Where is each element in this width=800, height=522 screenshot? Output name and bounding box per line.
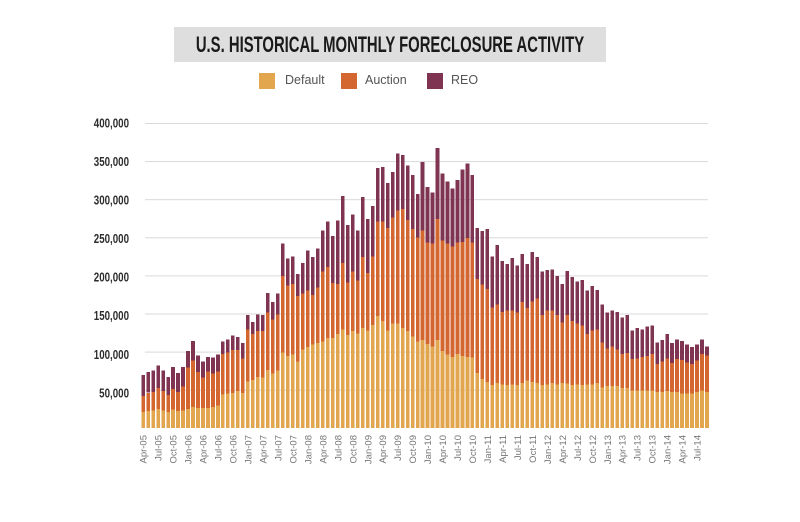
svg-text:Oct-11: Oct-11 — [528, 435, 539, 463]
svg-text:Jul-09: Jul-09 — [393, 435, 404, 461]
svg-text:Jan-12: Jan-12 — [543, 435, 554, 464]
svg-text:Oct-12: Oct-12 — [588, 435, 599, 464]
svg-text:Oct-08: Oct-08 — [348, 435, 359, 464]
svg-text:Apr-12: Apr-12 — [558, 435, 569, 464]
svg-text:Jul-14: Jul-14 — [693, 435, 704, 461]
svg-text:Jan-07: Jan-07 — [243, 435, 254, 464]
svg-text:Apr-13: Apr-13 — [618, 435, 629, 464]
svg-text:Apr-06: Apr-06 — [199, 435, 210, 464]
svg-text:Jul-10: Jul-10 — [453, 435, 464, 461]
svg-text:Jan-14: Jan-14 — [663, 435, 674, 464]
svg-text:Jul-06: Jul-06 — [214, 435, 225, 461]
svg-text:Jul-12: Jul-12 — [573, 435, 584, 461]
svg-text:Apr-10: Apr-10 — [438, 435, 449, 464]
svg-text:Apr-08: Apr-08 — [318, 435, 329, 464]
svg-text:100,000: 100,000 — [94, 349, 129, 363]
svg-text:Jan-08: Jan-08 — [303, 435, 314, 464]
svg-text:Jul-08: Jul-08 — [333, 435, 344, 461]
svg-text:250,000: 250,000 — [94, 233, 129, 247]
svg-text:Oct-06: Oct-06 — [229, 435, 240, 464]
svg-text:Oct-13: Oct-13 — [648, 435, 659, 464]
svg-text:50,000: 50,000 — [99, 387, 129, 401]
svg-text:Oct-10: Oct-10 — [468, 435, 479, 464]
svg-text:Jul-07: Jul-07 — [273, 435, 284, 461]
svg-text:200,000: 200,000 — [94, 272, 129, 286]
svg-text:Apr-07: Apr-07 — [258, 435, 269, 464]
svg-text:400,000: 400,000 — [94, 117, 129, 131]
svg-text:Jan-10: Jan-10 — [423, 435, 434, 464]
svg-text:Oct-07: Oct-07 — [288, 435, 299, 464]
svg-text:Apr-09: Apr-09 — [378, 435, 389, 464]
svg-text:Jul-13: Jul-13 — [633, 435, 644, 461]
svg-text:Jul-11: Jul-11 — [513, 435, 524, 460]
svg-text:Jan-09: Jan-09 — [363, 435, 374, 464]
svg-text:350,000: 350,000 — [94, 156, 129, 170]
svg-text:150,000: 150,000 — [94, 310, 129, 324]
svg-text:Jan-11: Jan-11 — [483, 435, 494, 463]
svg-text:Jul-05: Jul-05 — [154, 435, 165, 461]
svg-text:Apr-11: Apr-11 — [498, 435, 509, 463]
svg-text:Apr-05: Apr-05 — [139, 435, 150, 464]
svg-text:Jan-13: Jan-13 — [603, 435, 614, 464]
svg-text:300,000: 300,000 — [94, 195, 129, 209]
svg-text:Oct-09: Oct-09 — [408, 435, 419, 464]
svg-text:Apr-14: Apr-14 — [678, 435, 689, 464]
svg-text:Jan-06: Jan-06 — [184, 435, 195, 464]
svg-text:Oct-05: Oct-05 — [169, 435, 180, 464]
